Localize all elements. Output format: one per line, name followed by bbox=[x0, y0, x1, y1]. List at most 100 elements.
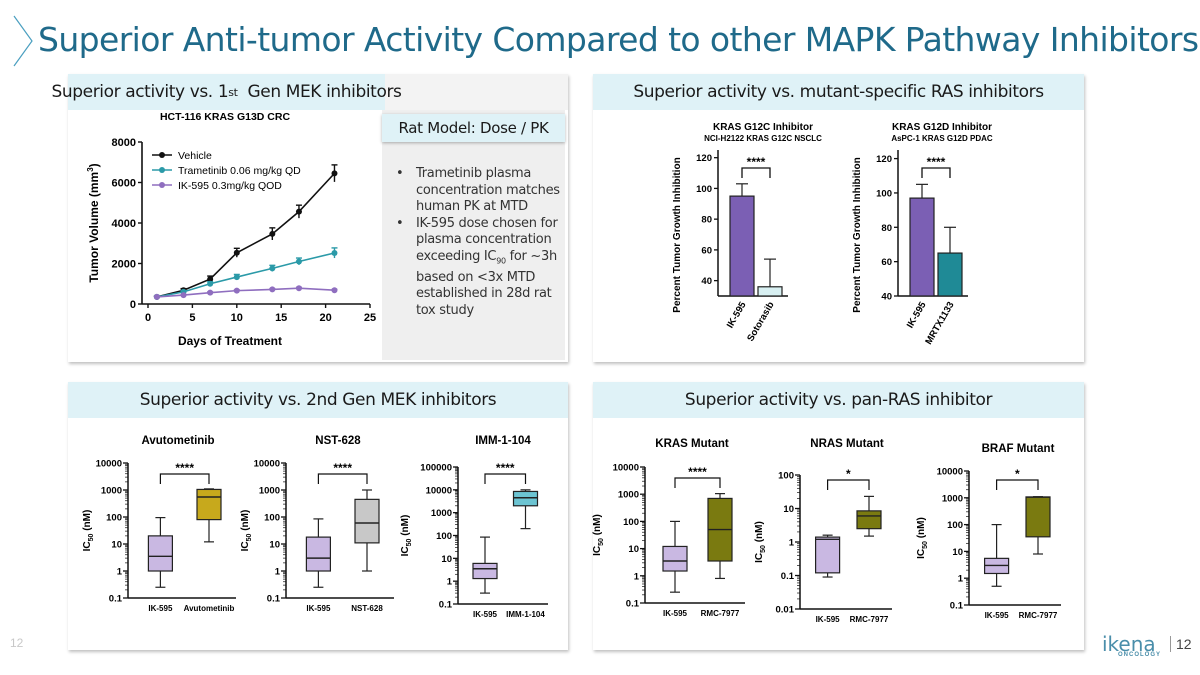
x-tick-label: 15 bbox=[275, 312, 287, 324]
data-point bbox=[269, 286, 276, 293]
y-axis-label: IC50 (nM) bbox=[916, 517, 929, 559]
bullet-item: IK-595 dose chosen for plasma concentrat… bbox=[394, 216, 562, 320]
data-point bbox=[153, 293, 160, 300]
panel-header-sup: st bbox=[228, 85, 238, 99]
y-axis-label-sub: 50 bbox=[922, 541, 929, 549]
panel-header: Superior activity vs. 2nd Gen MEK inhibi… bbox=[68, 382, 568, 418]
x-tick-label: MRTX1133 bbox=[923, 300, 956, 347]
data-point bbox=[331, 170, 338, 177]
y-tick-label: 100 bbox=[106, 513, 122, 524]
data-point bbox=[295, 208, 302, 215]
chart-title: Avutometinib bbox=[141, 435, 214, 447]
x-tick-label: 0 bbox=[145, 312, 151, 324]
y-tick-label: 0.1 bbox=[109, 594, 123, 605]
y-tick-label: 100 bbox=[778, 471, 794, 482]
chart-title: IMM-1-104 bbox=[475, 435, 531, 447]
panel-header: Superior activity vs. pan-RAS inhibitor bbox=[593, 382, 1084, 418]
data-point bbox=[207, 289, 214, 296]
y-tick-label: 10 bbox=[783, 504, 794, 515]
data-point bbox=[269, 230, 276, 237]
corner-number: 12 bbox=[10, 636, 24, 650]
x-tick-label: IK-595 bbox=[473, 610, 498, 619]
y-tick-label: 1000 bbox=[942, 493, 963, 504]
y-tick-label: 0.1 bbox=[950, 601, 964, 612]
data-point bbox=[207, 276, 214, 283]
y-tick-label: 1 bbox=[958, 574, 964, 585]
data-point bbox=[269, 265, 276, 272]
y-tick-label: 1 bbox=[117, 567, 123, 578]
y-tick-label: 0.1 bbox=[267, 594, 281, 605]
chart-subtitle: AsPC-1 KRAS G12D PDAC bbox=[891, 134, 993, 143]
significance-bracket bbox=[995, 479, 1039, 490]
x-tick-label: Avutometinib bbox=[184, 604, 235, 613]
y-tick-label: 100 bbox=[623, 517, 639, 528]
box bbox=[512, 490, 539, 507]
y-axis-label-sub: 50 bbox=[246, 533, 253, 541]
significance-bracket bbox=[317, 473, 368, 484]
y-tick-label: 10000 bbox=[937, 467, 963, 478]
bullet-sub: 90 bbox=[496, 256, 506, 266]
y-tick-label: 10000 bbox=[613, 463, 639, 474]
chevron-icon bbox=[13, 15, 33, 67]
y-tick-label: 10 bbox=[111, 540, 122, 551]
y-axis-label-end: (nM) bbox=[916, 517, 927, 541]
y-tick-label: 10000 bbox=[426, 485, 452, 496]
rat-model-title: Rat Model: Dose / PK bbox=[382, 114, 565, 142]
y-tick-label: 40 bbox=[701, 276, 712, 287]
y-axis-label-text: IC bbox=[592, 546, 603, 556]
legend-marker bbox=[159, 182, 165, 188]
bullet-text: for ~3h based on <3x MTD established in … bbox=[416, 248, 557, 318]
y-tick-label: 1 bbox=[447, 577, 453, 588]
y-tick-label: 1000 bbox=[101, 486, 122, 497]
bar bbox=[757, 286, 783, 297]
chart-title: KRAS Mutant bbox=[655, 438, 729, 450]
significance-label: * bbox=[1015, 467, 1020, 481]
y-tick-label: 60 bbox=[881, 257, 892, 268]
page-number: 12 bbox=[1170, 636, 1192, 652]
box bbox=[662, 545, 688, 572]
box-chart: BRAF Mutant 0.1 1 10 100 1000 10000 IC50 (nM) IK… bbox=[916, 443, 1061, 620]
y-axis-label-sub: 50 bbox=[88, 533, 95, 541]
y-tick-label: 100 bbox=[947, 520, 963, 531]
y-axis-label: Percent Tumor Growth Inhibition bbox=[672, 157, 683, 312]
significance-bracket bbox=[826, 479, 870, 490]
x-tick-label: IK-595 bbox=[663, 609, 688, 618]
y-tick-label: 120 bbox=[696, 153, 712, 164]
y-tick-label: 0.01 bbox=[776, 605, 795, 616]
legend-marker bbox=[159, 167, 165, 173]
y-axis-label-text: IC bbox=[82, 541, 93, 551]
box bbox=[814, 536, 841, 574]
y-tick-label: 100 bbox=[436, 531, 452, 542]
y-axis-label: IC50 (nM) bbox=[240, 510, 253, 552]
significance-bracket bbox=[921, 167, 951, 178]
line-chart: HCT-116 KRAS G13D CRC 0 2000 4000 6000 8000 0 5… bbox=[86, 111, 376, 348]
y-tick-label: 10000 bbox=[96, 459, 122, 470]
y-tick-label: 10 bbox=[269, 540, 280, 551]
y-tick-label: 100 bbox=[696, 184, 712, 195]
y-tick-label: 100000 bbox=[420, 463, 452, 474]
box bbox=[196, 488, 222, 521]
legend-marker bbox=[159, 152, 165, 158]
y-axis-label-sup: 3 bbox=[86, 167, 95, 172]
y-axis-label: IC50 (nM) bbox=[400, 515, 413, 557]
data-point bbox=[331, 287, 338, 294]
y-tick-label: 10000 bbox=[254, 459, 280, 470]
data-point bbox=[295, 285, 302, 292]
y-tick-label: 10 bbox=[441, 554, 452, 565]
y-axis-label-sub: 50 bbox=[760, 545, 767, 553]
significance-label: **** bbox=[927, 155, 946, 169]
significance-bracket bbox=[484, 473, 527, 484]
data-point bbox=[331, 249, 338, 256]
y-tick-label: 120 bbox=[876, 154, 892, 165]
box bbox=[1025, 496, 1051, 538]
panel-body bbox=[593, 110, 1084, 362]
y-axis-label: IC50 (nM) bbox=[592, 514, 605, 556]
page-title: Superior Anti-tumor Activity Compared to… bbox=[38, 20, 1199, 59]
box bbox=[856, 510, 882, 530]
